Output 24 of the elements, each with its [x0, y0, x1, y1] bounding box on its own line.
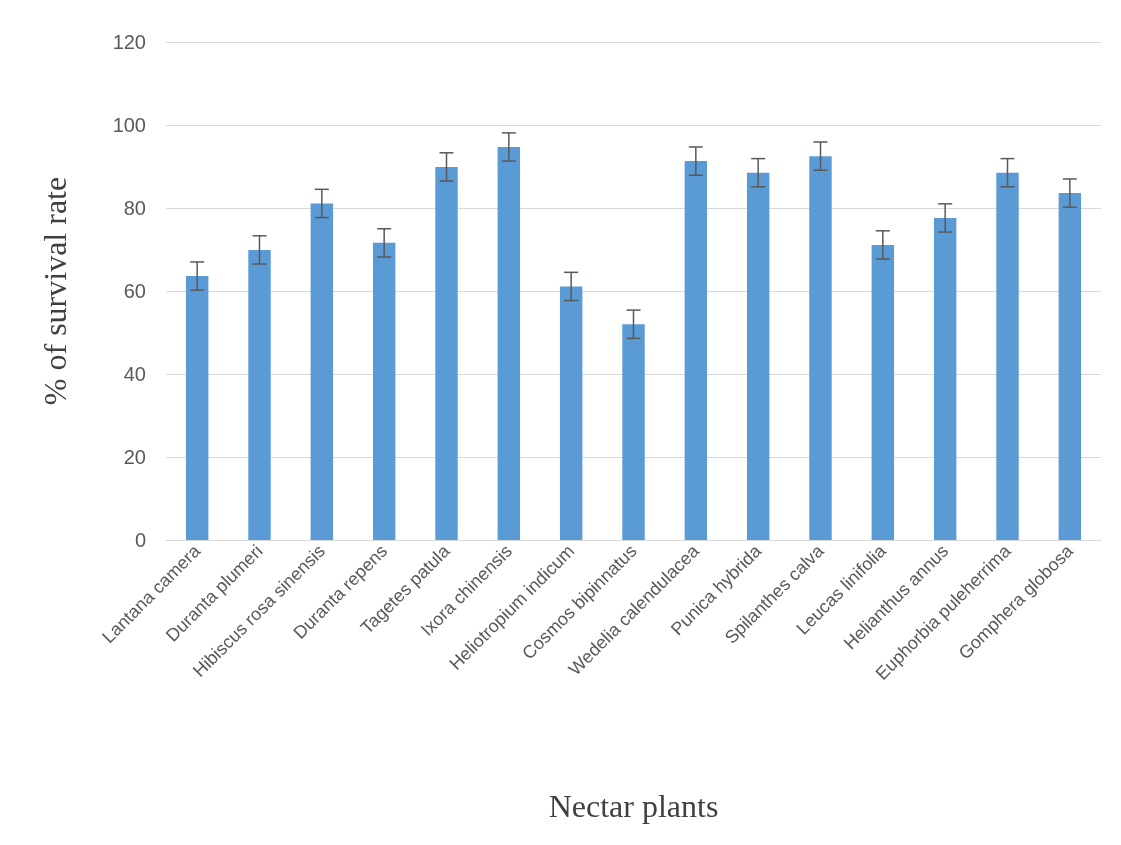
bar	[435, 166, 458, 540]
y-tick-label: 20	[123, 446, 146, 468]
y-axis-title: % of survival rate	[37, 176, 73, 406]
bar	[996, 172, 1019, 540]
bar	[871, 244, 895, 540]
bar	[248, 249, 271, 540]
y-tick-label: 0	[134, 529, 146, 551]
bar	[684, 161, 708, 540]
x-axis-title: Nectar plants	[548, 788, 719, 824]
bar	[372, 242, 396, 540]
bar	[1058, 193, 1082, 540]
bar	[933, 217, 957, 540]
y-tick-label: 100	[112, 114, 146, 136]
bar	[497, 147, 521, 540]
y-tick-label: 60	[123, 280, 146, 302]
y-tick-label: 120	[112, 31, 146, 53]
y-tick-label: 80	[123, 197, 146, 219]
bar	[622, 324, 645, 540]
bar	[746, 172, 770, 540]
bar	[310, 203, 334, 540]
y-tick-label: 40	[123, 363, 146, 385]
bar	[809, 156, 832, 540]
bar	[185, 276, 209, 540]
bar	[559, 286, 583, 540]
